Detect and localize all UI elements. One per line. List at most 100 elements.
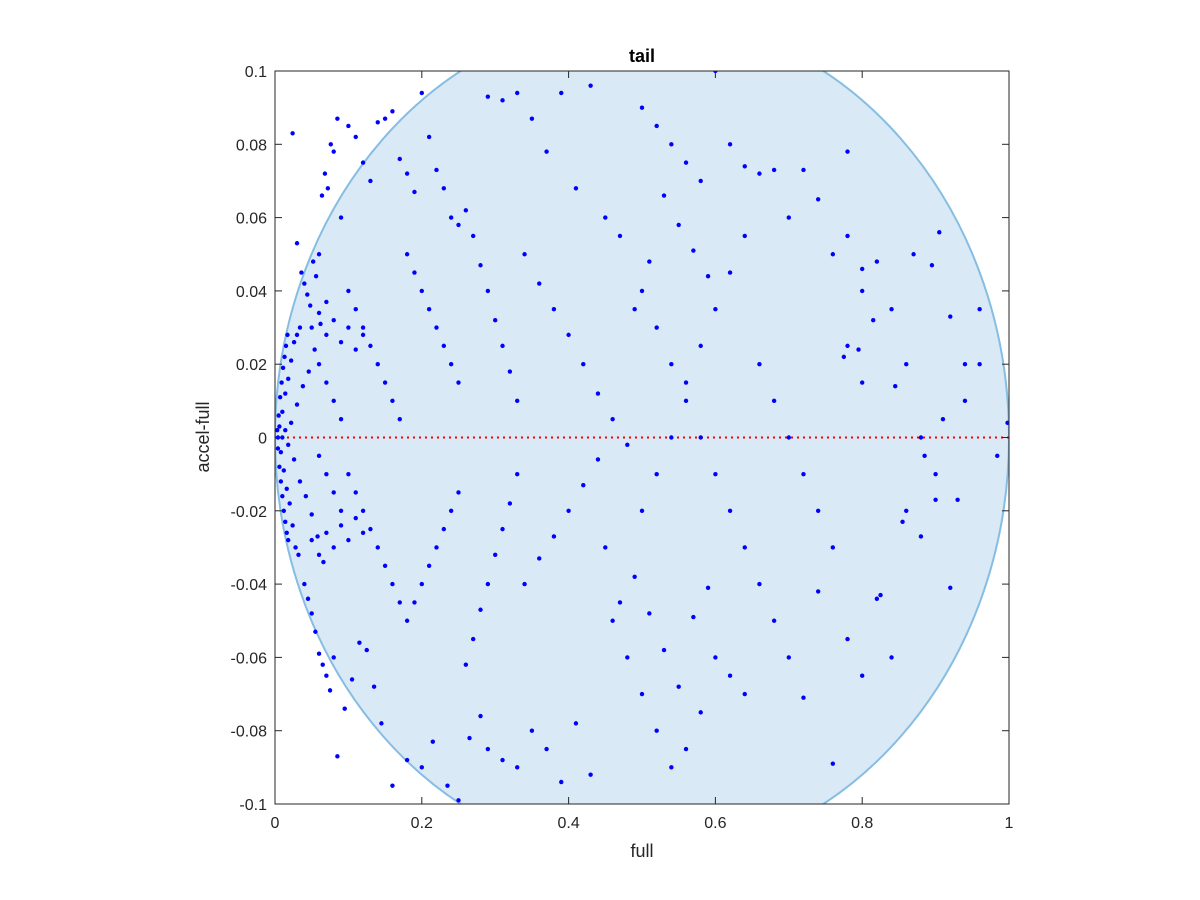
- data-point: [841, 354, 847, 360]
- data-point: [500, 526, 505, 532]
- data-point: [581, 482, 586, 488]
- data-point: [698, 178, 703, 184]
- data-point: [485, 581, 491, 587]
- data-point: [595, 391, 601, 396]
- x-tick-label: 0.8: [851, 815, 873, 832]
- data-point: [448, 362, 454, 367]
- data-point: [669, 765, 674, 770]
- data-point: [929, 263, 935, 268]
- data-point: [551, 307, 557, 312]
- data-point: [276, 413, 281, 418]
- data-point: [654, 325, 659, 330]
- data-point: [962, 362, 968, 367]
- y-tick-label: 0.02: [236, 357, 267, 374]
- data-point: [331, 149, 336, 154]
- data-point: [918, 534, 924, 539]
- data-point: [335, 754, 340, 759]
- data-point: [940, 416, 946, 422]
- data-point: [801, 167, 806, 173]
- data-point: [287, 501, 292, 506]
- data-point: [283, 343, 289, 349]
- data-point: [507, 501, 513, 506]
- data-point: [815, 508, 821, 513]
- data-point: [683, 398, 689, 404]
- data-point: [382, 116, 388, 121]
- data-point: [430, 739, 436, 744]
- data-point: [331, 490, 336, 495]
- data-point: [315, 534, 320, 539]
- data-point: [349, 677, 355, 682]
- data-point: [306, 369, 311, 374]
- data-point: [485, 94, 491, 99]
- data-point: [456, 222, 461, 228]
- data-point: [610, 416, 615, 422]
- data-point: [275, 446, 281, 451]
- data-point: [412, 600, 417, 605]
- data-point: [371, 684, 377, 689]
- data-point: [874, 596, 880, 601]
- data-point: [683, 746, 689, 752]
- data-point: [321, 559, 326, 565]
- data-point: [856, 347, 861, 352]
- data-point: [324, 673, 329, 678]
- data-point: [312, 347, 317, 352]
- data-point: [713, 307, 718, 312]
- data-point: [698, 710, 703, 715]
- data-point: [537, 281, 542, 286]
- data-point: [335, 116, 340, 121]
- data-point: [291, 457, 297, 462]
- data-point: [467, 735, 472, 741]
- data-point: [322, 171, 328, 176]
- data-point: [390, 581, 395, 587]
- data-point: [639, 691, 645, 697]
- data-point: [353, 490, 358, 495]
- data-point: [277, 464, 282, 470]
- data-point: [360, 325, 366, 330]
- data-point: [647, 611, 652, 616]
- data-point: [529, 116, 535, 121]
- data-point: [324, 299, 329, 305]
- data-point: [278, 449, 284, 455]
- data-point: [977, 362, 982, 367]
- data-point: [566, 332, 571, 338]
- data-point: [845, 343, 850, 349]
- data-point: [404, 252, 410, 257]
- data-point: [713, 655, 718, 660]
- data-point: [284, 530, 289, 535]
- chart-title: tail: [629, 46, 655, 66]
- data-point: [297, 325, 303, 330]
- data-point: [661, 193, 667, 198]
- data-point: [281, 508, 287, 513]
- data-point: [316, 453, 322, 459]
- data-point: [698, 435, 703, 440]
- data-point: [404, 171, 410, 176]
- data-point: [331, 398, 336, 404]
- y-tick-label: 0.08: [236, 137, 267, 154]
- data-point: [324, 471, 329, 477]
- data-point: [588, 83, 593, 88]
- data-point: [456, 490, 461, 495]
- data-point: [801, 695, 806, 700]
- data-point: [360, 508, 366, 513]
- data-point: [933, 497, 938, 503]
- data-point: [281, 468, 287, 473]
- data-point: [375, 362, 380, 367]
- data-point: [283, 427, 288, 433]
- data-point: [878, 592, 883, 598]
- data-point: [318, 321, 323, 327]
- data-point: [676, 222, 681, 228]
- data-point: [353, 307, 358, 312]
- data-point: [448, 508, 454, 513]
- data-point: [294, 332, 300, 338]
- data-point: [860, 266, 865, 272]
- data-point: [397, 416, 402, 422]
- data-point: [948, 314, 953, 319]
- data-point: [742, 233, 747, 239]
- data-point: [404, 757, 410, 763]
- data-point: [328, 142, 333, 147]
- data-point: [294, 402, 300, 407]
- data-point: [360, 332, 366, 338]
- data-point: [581, 362, 586, 367]
- data-point: [412, 189, 417, 195]
